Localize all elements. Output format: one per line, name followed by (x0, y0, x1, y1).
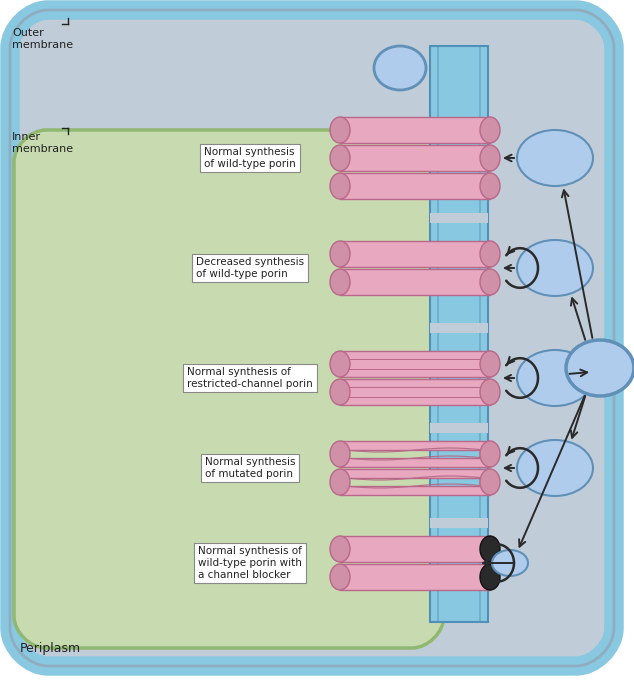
Ellipse shape (330, 241, 350, 267)
Text: Normal synthesis of
wild-type porin with
a channel blocker: Normal synthesis of wild-type porin with… (198, 547, 302, 579)
Ellipse shape (330, 351, 350, 377)
Text: membrane: membrane (12, 144, 73, 154)
Ellipse shape (480, 351, 500, 377)
PathPatch shape (14, 130, 444, 648)
Bar (340, 564, 490, 590)
Ellipse shape (330, 173, 350, 199)
Bar (340, 241, 490, 267)
Polygon shape (340, 486, 490, 495)
Ellipse shape (480, 117, 500, 143)
Text: Normal synthesis
of wild-type porin: Normal synthesis of wild-type porin (204, 147, 296, 169)
Ellipse shape (330, 469, 350, 495)
Ellipse shape (480, 241, 500, 267)
PathPatch shape (8, 8, 616, 668)
Bar (340, 145, 490, 171)
Ellipse shape (330, 269, 350, 295)
Bar (340, 351, 490, 377)
Ellipse shape (480, 173, 500, 199)
Text: membrane: membrane (12, 40, 73, 50)
Ellipse shape (480, 564, 500, 590)
Ellipse shape (480, 469, 500, 495)
Bar (340, 536, 490, 562)
Ellipse shape (330, 564, 350, 590)
Ellipse shape (374, 46, 426, 90)
Bar (340, 379, 490, 405)
Bar (340, 173, 490, 199)
Text: Decreased synthesis
of wild-type porin: Decreased synthesis of wild-type porin (196, 257, 304, 279)
Ellipse shape (517, 130, 593, 186)
Ellipse shape (480, 536, 500, 562)
Bar (430, 518, 488, 528)
Text: Inner: Inner (12, 132, 41, 142)
Ellipse shape (480, 441, 500, 467)
Ellipse shape (330, 117, 350, 143)
Text: Normal synthesis
of mutated porin: Normal synthesis of mutated porin (205, 457, 295, 479)
Ellipse shape (517, 240, 593, 296)
Ellipse shape (517, 350, 593, 406)
Bar (340, 117, 490, 143)
Polygon shape (340, 441, 490, 450)
Bar (340, 269, 490, 295)
Ellipse shape (330, 536, 350, 562)
Text: Normal synthesis of
restricted-channel porin: Normal synthesis of restricted-channel p… (187, 367, 313, 389)
Ellipse shape (330, 441, 350, 467)
Ellipse shape (480, 379, 500, 405)
Polygon shape (340, 469, 490, 478)
Ellipse shape (330, 145, 350, 171)
Text: Periplasm: Periplasm (20, 642, 81, 655)
Ellipse shape (480, 145, 500, 171)
Ellipse shape (330, 379, 350, 405)
Bar (430, 323, 488, 333)
Bar (430, 46, 488, 622)
Ellipse shape (517, 440, 593, 496)
Ellipse shape (480, 269, 500, 295)
Bar (430, 423, 488, 433)
Ellipse shape (566, 340, 634, 396)
Ellipse shape (492, 550, 528, 576)
Text: Outer: Outer (12, 28, 44, 38)
Polygon shape (340, 458, 490, 467)
Bar (430, 213, 488, 223)
